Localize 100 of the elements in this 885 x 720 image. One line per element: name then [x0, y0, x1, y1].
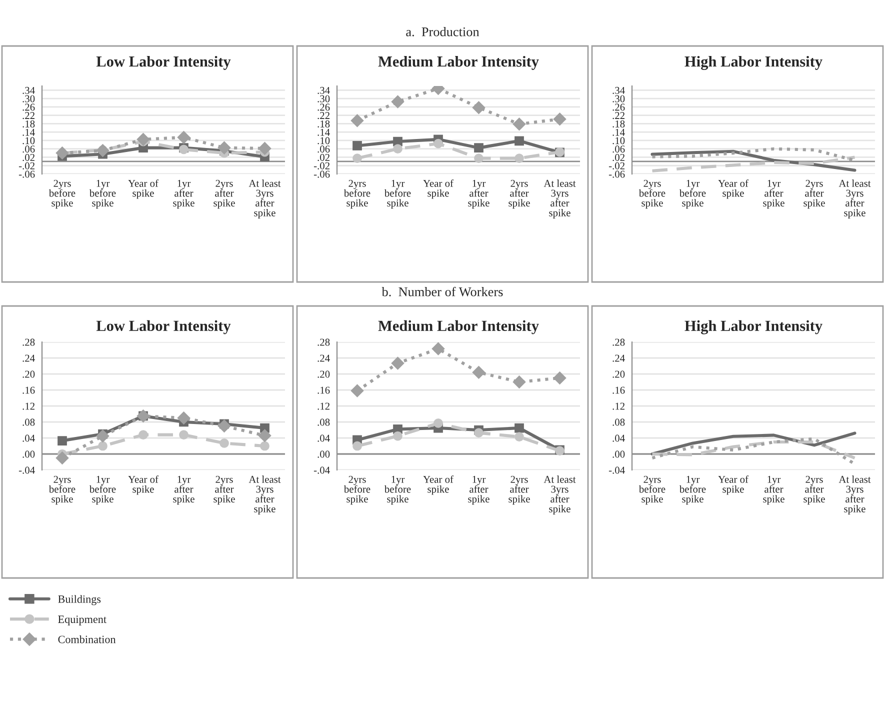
legend-label: Equipment [58, 616, 106, 626]
x-tick-label: 2yrs before spike [48, 476, 76, 505]
point [474, 154, 484, 163]
y-tick-label: .24 [318, 354, 330, 362]
y-tick-label: -.06 [314, 170, 330, 178]
y-tick-label: .08 [318, 418, 330, 426]
chart-title: Medium Labor Intensity [378, 320, 539, 334]
point [434, 418, 443, 428]
y-tick-label: .02 [612, 154, 624, 161]
y-tick-label: .04 [22, 434, 35, 442]
x-tick-label: 1yr after spike [468, 180, 490, 209]
x-tick-label: At least 3yrs after spike [248, 476, 281, 514]
x-tick-label: 1yr before spike [679, 476, 706, 505]
x-tick-label: 2yrs before spike [638, 476, 666, 505]
y-tick-label: .30 [318, 95, 330, 102]
y-tick-label: .08 [612, 418, 625, 426]
y-tick-label: -.06 [18, 170, 35, 178]
y-tick-label: .12 [612, 402, 624, 410]
y-tick-label: .06 [318, 146, 330, 153]
y-tick-label: -.04 [314, 466, 330, 474]
y-tick-label: -.04 [18, 466, 35, 474]
x-tick-label: 1yr after spike [173, 180, 194, 209]
point [514, 423, 524, 433]
y-tick-label: .28 [612, 338, 625, 346]
x-tick-label: Year of spike [128, 475, 158, 495]
point [434, 138, 443, 148]
x-tick-label: 2yrs before spike [48, 180, 76, 209]
y-tick-label: .24 [612, 354, 625, 362]
line-series [650, 440, 856, 460]
y-tick-label: -.04 [608, 466, 625, 474]
chart-title: Low Labor Intensity [96, 56, 231, 70]
x-tick-label: 2yrs after spike [214, 180, 235, 209]
y-tick-label: .10 [612, 137, 625, 144]
x-tick-label: 2yrs after spike [508, 180, 530, 209]
y-tick-label: -.02 [314, 162, 330, 170]
y-tick-label: .12 [318, 402, 330, 410]
y-tick-label: .18 [22, 120, 35, 128]
point [177, 412, 190, 424]
y-tick-label: .20 [612, 370, 625, 378]
x-tick-label: At least 3yrs after spike [544, 476, 576, 514]
point [258, 142, 272, 155]
y-tick-label: -.06 [608, 170, 625, 178]
line-series [650, 432, 856, 456]
y-tick-label: -.02 [18, 162, 34, 170]
y-tick-label: .10 [318, 137, 330, 144]
x-tick-label: At least 3yrs after spike [544, 180, 576, 218]
y-tick-label: .20 [318, 370, 330, 378]
x-tick-label: 1yr before spike [384, 476, 411, 505]
y-tick-label: .14 [612, 128, 625, 136]
x-tick-label: 2yrs after spike [804, 476, 825, 505]
y-tick-label: .28 [318, 338, 330, 346]
chart-title: High Labor Intensity [684, 320, 822, 334]
point [350, 114, 364, 127]
point [391, 95, 404, 108]
point [56, 452, 69, 464]
point [218, 420, 231, 432]
x-tick-label: 2yrs before spike [344, 476, 370, 505]
x-tick-label: At least 3yrs after spike [248, 180, 281, 218]
legend-label: Buildings [58, 595, 101, 606]
y-tick-label: .02 [22, 154, 34, 161]
point [352, 141, 362, 150]
y-tick-label: .26 [318, 104, 330, 111]
x-tick-label: Year of spike [128, 179, 158, 199]
point [472, 101, 486, 114]
point [260, 441, 270, 451]
x-tick-label: 2yrs after spike [508, 476, 530, 505]
y-tick-label: .22 [22, 112, 34, 120]
y-tick-label: .10 [22, 137, 35, 144]
y-tick-label: .08 [22, 418, 35, 426]
y-tick-label: .00 [612, 450, 625, 458]
chart-subtitle: b. Number of Workers [382, 286, 503, 296]
y-tick-label: .06 [22, 146, 35, 153]
x-tick-label: At least 3yrs after spike [838, 476, 871, 514]
point [58, 436, 67, 446]
x-tick-label: Year of spike [718, 475, 748, 495]
x-tick-label: 1yr after spike [468, 476, 490, 505]
point [352, 154, 362, 163]
chart-title: High Labor Intensity [684, 56, 822, 70]
point [514, 432, 524, 442]
x-tick-label: 1yr before spike [679, 180, 706, 209]
point [393, 144, 402, 154]
y-tick-label: .16 [22, 386, 35, 394]
point [179, 430, 188, 440]
point [352, 441, 362, 451]
point [432, 342, 445, 356]
point [474, 143, 484, 152]
x-tick-label: 1yr before spike [89, 476, 116, 505]
x-tick-label: Year of spike [718, 179, 748, 199]
x-tick-label: 2yrs before spike [344, 180, 370, 209]
chart-title: Low Labor Intensity [96, 320, 231, 334]
point [393, 431, 402, 441]
y-tick-label: .14 [22, 128, 35, 136]
point [512, 376, 526, 388]
y-tick-label: .16 [318, 386, 330, 394]
point [512, 118, 526, 131]
y-tick-label: .02 [318, 154, 330, 161]
point [220, 438, 229, 448]
y-tick-label: .34 [22, 86, 35, 94]
x-tick-label: Year of spike [423, 475, 454, 495]
y-tick-label: .24 [22, 354, 35, 362]
